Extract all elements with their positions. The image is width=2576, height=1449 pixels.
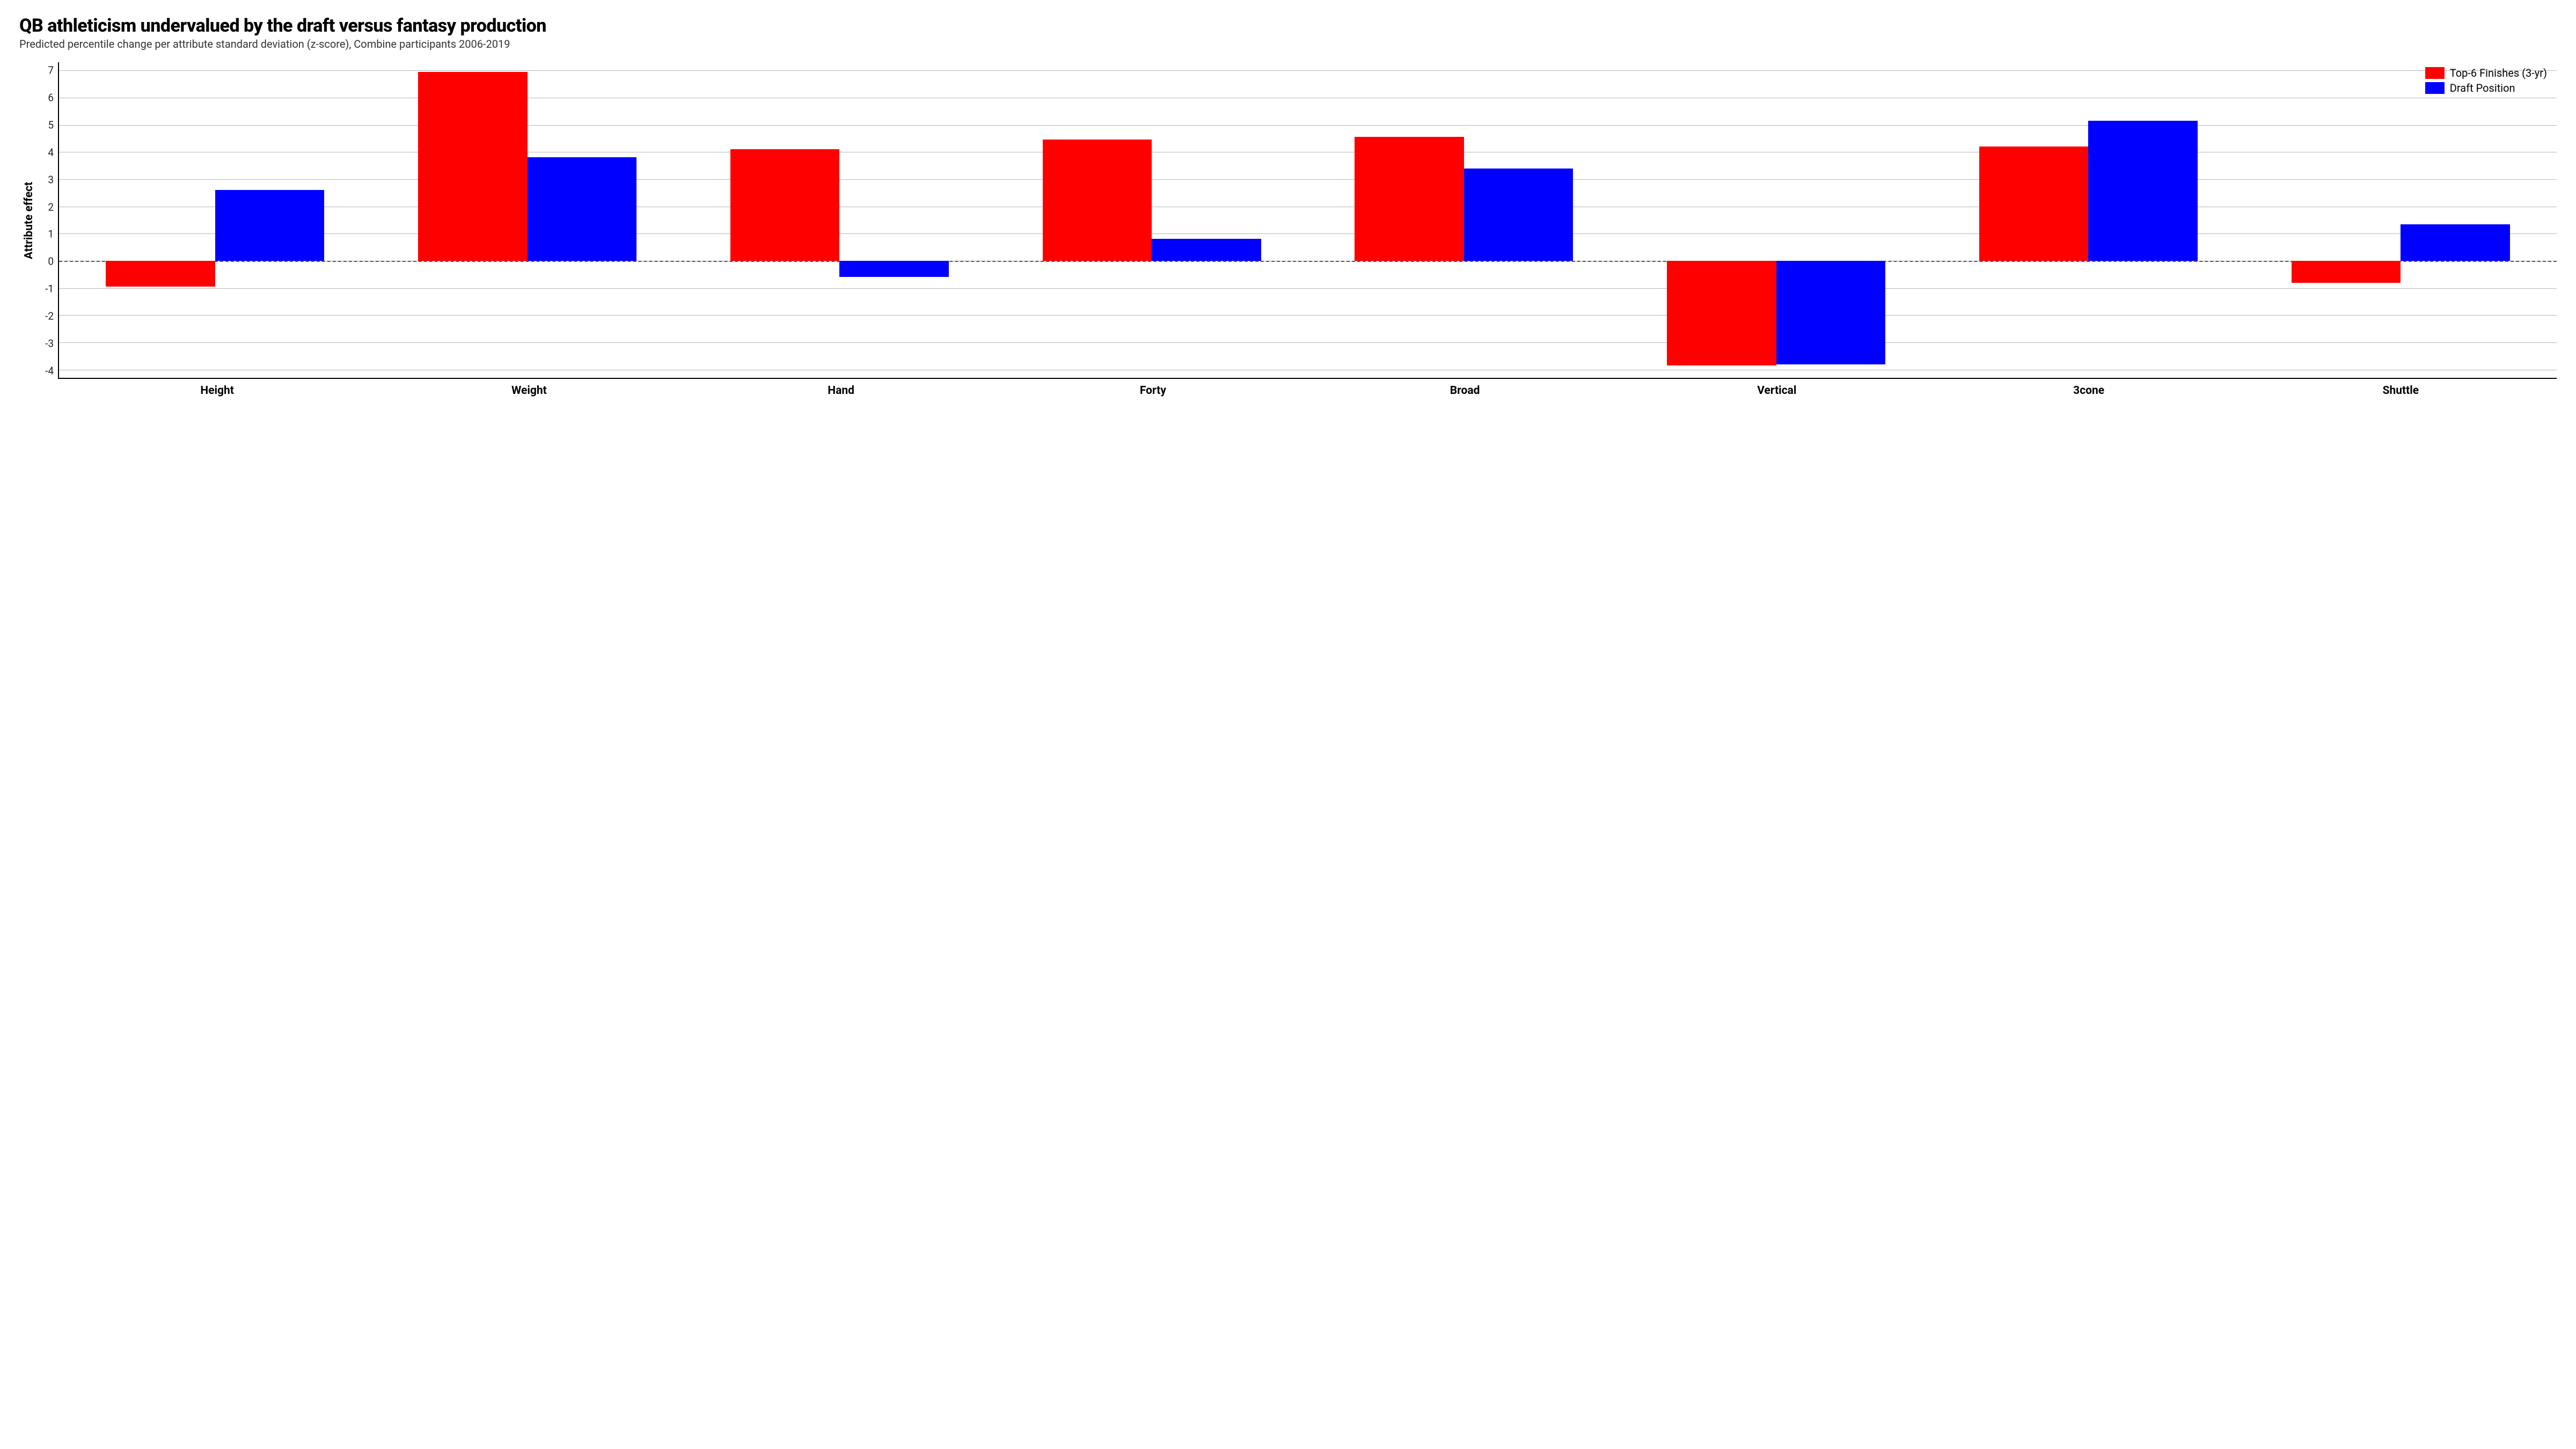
bar — [215, 190, 325, 261]
y-tick: 2 — [48, 202, 54, 212]
x-tick-label: Vertical — [1621, 379, 1933, 397]
bar — [730, 149, 840, 261]
x-tick-label: Height — [61, 379, 373, 397]
x-tick-label: Broad — [1309, 379, 1621, 397]
y-tick: 7 — [48, 65, 54, 76]
y-tick: 1 — [48, 229, 54, 239]
bar — [1979, 147, 2089, 261]
bar — [2088, 121, 2198, 261]
y-tick: 3 — [48, 174, 54, 185]
y-tick: 5 — [48, 120, 54, 130]
bar — [1043, 140, 1152, 261]
legend-item: Top-6 Finishes (3-yr) — [2425, 67, 2547, 79]
bar — [2292, 261, 2401, 283]
x-tick-label: Forty — [997, 379, 1309, 397]
legend-swatch — [2425, 82, 2445, 94]
gridline — [59, 288, 2557, 289]
zero-line — [59, 261, 2557, 262]
bar — [106, 261, 215, 287]
bar — [1776, 261, 1886, 364]
y-tick: -4 — [45, 365, 54, 376]
bar — [418, 72, 528, 261]
x-tick-label: Shuttle — [2245, 379, 2557, 397]
x-tick-label: Hand — [685, 379, 997, 397]
bar — [528, 157, 637, 261]
y-tick: 4 — [48, 147, 54, 157]
chart-area: Attribute effect 7 6 5 4 3 2 1 0 -1 -2 -3 -4 Top-6 … — [19, 62, 2557, 379]
chart-title: QB athleticism undervalued by the draft … — [19, 15, 2557, 36]
y-tick: -1 — [45, 284, 54, 294]
chart-subtitle: Predicted percentile change per attribut… — [19, 38, 2557, 50]
y-axis-label: Attribute effect — [19, 62, 35, 379]
bar — [1464, 169, 1574, 261]
gridline — [59, 342, 2557, 343]
x-axis: HeightWeightHandFortyBroadVertical3coneS… — [61, 379, 2557, 397]
legend-label: Draft Position — [2450, 82, 2515, 94]
legend-item: Draft Position — [2425, 82, 2547, 94]
bar — [1355, 137, 1464, 261]
y-tick: -2 — [45, 311, 54, 321]
y-tick: 6 — [48, 93, 54, 103]
plot-area: Top-6 Finishes (3-yr) Draft Position — [58, 62, 2557, 379]
legend-label: Top-6 Finishes (3-yr) — [2450, 67, 2547, 79]
gridline — [59, 315, 2557, 316]
gridline — [59, 70, 2557, 71]
x-tick-label: Weight — [373, 379, 685, 397]
bar — [1667, 261, 1776, 365]
y-tick: -3 — [45, 338, 54, 348]
y-tick: 0 — [48, 257, 54, 267]
x-tick-label: 3cone — [1933, 379, 2245, 397]
legend: Top-6 Finishes (3-yr) Draft Position — [2425, 67, 2547, 97]
bar — [1152, 239, 1261, 261]
bar — [839, 261, 949, 277]
y-axis: 7 6 5 4 3 2 1 0 -1 -2 -3 -4 — [35, 62, 58, 379]
bar — [2401, 224, 2510, 261]
legend-swatch — [2425, 67, 2445, 79]
